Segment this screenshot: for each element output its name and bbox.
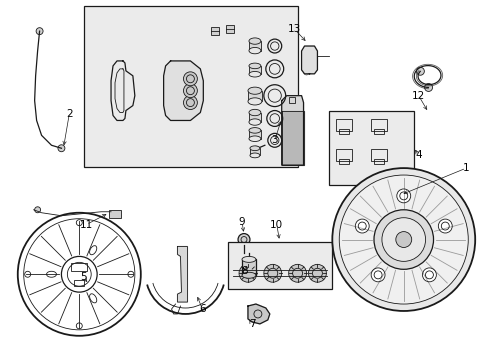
Polygon shape bbox=[281, 96, 303, 165]
Ellipse shape bbox=[247, 98, 262, 105]
Circle shape bbox=[395, 231, 411, 247]
Bar bbox=[109, 210, 121, 218]
Bar bbox=[242, 260, 255, 275]
Text: 1: 1 bbox=[462, 163, 468, 173]
Text: 12: 12 bbox=[411, 91, 425, 101]
Circle shape bbox=[183, 84, 197, 98]
Circle shape bbox=[245, 249, 251, 255]
Bar bbox=[248, 66, 260, 74]
Bar bbox=[249, 148, 259, 156]
Bar bbox=[247, 91, 262, 102]
Text: 13: 13 bbox=[287, 24, 301, 34]
Text: 7: 7 bbox=[248, 319, 255, 329]
Text: 5: 5 bbox=[80, 272, 86, 282]
Text: 2: 2 bbox=[66, 108, 73, 118]
Circle shape bbox=[416, 67, 424, 75]
Ellipse shape bbox=[249, 146, 259, 150]
Ellipse shape bbox=[247, 87, 262, 94]
Bar bbox=[74, 280, 84, 286]
Bar bbox=[339, 159, 348, 164]
Circle shape bbox=[381, 218, 425, 261]
Circle shape bbox=[373, 210, 433, 269]
Circle shape bbox=[396, 189, 410, 203]
Circle shape bbox=[339, 175, 468, 304]
Polygon shape bbox=[301, 46, 317, 74]
Circle shape bbox=[58, 145, 65, 152]
Bar bbox=[336, 149, 351, 161]
Text: 3: 3 bbox=[271, 135, 278, 145]
Ellipse shape bbox=[248, 136, 260, 141]
Circle shape bbox=[35, 207, 41, 213]
Text: 6: 6 bbox=[199, 304, 205, 314]
Bar bbox=[211, 27, 219, 35]
Text: 9: 9 bbox=[238, 217, 245, 227]
Circle shape bbox=[424, 84, 432, 91]
Circle shape bbox=[183, 96, 197, 109]
Bar bbox=[339, 129, 348, 134]
Circle shape bbox=[308, 264, 325, 282]
Bar bbox=[370, 149, 386, 161]
Ellipse shape bbox=[248, 38, 260, 44]
Bar bbox=[248, 130, 260, 139]
Circle shape bbox=[238, 234, 249, 246]
Circle shape bbox=[288, 264, 306, 282]
Ellipse shape bbox=[242, 272, 255, 278]
Circle shape bbox=[422, 268, 435, 282]
Ellipse shape bbox=[248, 63, 260, 69]
Bar bbox=[240, 253, 247, 261]
Bar bbox=[370, 120, 386, 131]
Polygon shape bbox=[281, 111, 303, 165]
Ellipse shape bbox=[248, 119, 260, 125]
Ellipse shape bbox=[242, 256, 255, 262]
Ellipse shape bbox=[248, 109, 260, 116]
Bar bbox=[373, 129, 383, 134]
Text: 4: 4 bbox=[414, 150, 421, 160]
Polygon shape bbox=[163, 61, 203, 121]
Circle shape bbox=[36, 28, 43, 35]
Bar bbox=[84, 6, 297, 167]
Ellipse shape bbox=[249, 153, 259, 158]
Ellipse shape bbox=[248, 71, 260, 77]
Bar bbox=[248, 113, 260, 122]
Text: 11: 11 bbox=[80, 220, 93, 230]
Circle shape bbox=[264, 264, 281, 282]
Circle shape bbox=[239, 264, 256, 282]
Circle shape bbox=[252, 146, 258, 152]
Polygon shape bbox=[177, 247, 187, 302]
Bar bbox=[288, 96, 294, 103]
Circle shape bbox=[437, 219, 451, 233]
Bar bbox=[228, 242, 332, 289]
Text: 8: 8 bbox=[241, 266, 248, 276]
Circle shape bbox=[183, 72, 197, 86]
Circle shape bbox=[355, 219, 368, 233]
Bar bbox=[336, 120, 351, 131]
Polygon shape bbox=[247, 304, 269, 324]
Text: 10: 10 bbox=[270, 220, 283, 230]
Ellipse shape bbox=[248, 48, 260, 54]
Ellipse shape bbox=[248, 127, 260, 133]
Bar bbox=[71, 264, 87, 271]
Bar bbox=[248, 41, 260, 51]
Bar bbox=[328, 111, 413, 185]
Bar bbox=[373, 159, 383, 164]
Bar bbox=[225, 25, 234, 33]
Circle shape bbox=[332, 168, 474, 311]
Circle shape bbox=[370, 268, 384, 282]
